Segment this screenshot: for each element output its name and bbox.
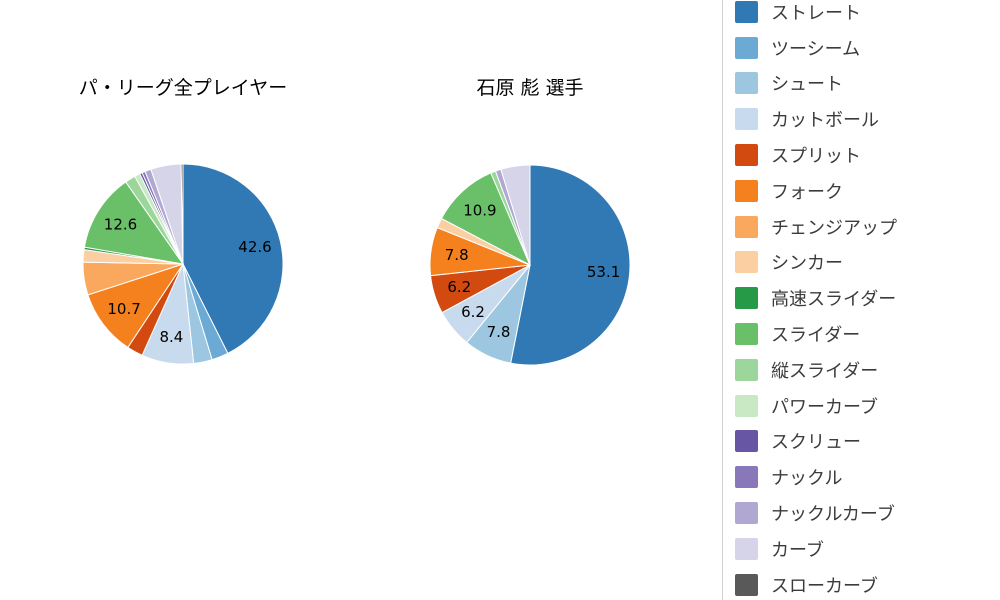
legend-item-label: スクリュー [771,432,861,454]
pie-slice [182,163,284,355]
legend-item-label: チェンジアップ [771,217,897,239]
legend-color-swatch [735,287,758,310]
legend-item-label: スローカーブ [771,575,878,597]
pie-slice-value-label: 53.1 [587,263,620,281]
legend-item: カーブ [723,531,1000,567]
pie-slice [87,263,185,349]
pie-slice-value-label: 6.2 [447,278,471,296]
legend-item: ナックル [723,459,1000,495]
legend-item-label: パワーカーブ [771,396,878,418]
legend-color-swatch [735,502,758,525]
legend-color-swatch [735,251,758,274]
pie-slice-value-label: 8.4 [159,328,183,346]
legend-color-swatch [735,358,758,381]
legend-item: シンカー [723,245,1000,281]
pie-slice [500,164,531,266]
legend-item: パワーカーブ [723,388,1000,424]
legend-color-swatch [735,215,758,238]
legend-item-label: カーブ [771,539,824,561]
legend-color-swatch [735,466,758,489]
legend-item: スライダー [723,316,1000,352]
legend-rows: ストレートツーシームシュートカットボール スプリットフォークチェンジアップ シンカー… [723,0,1000,600]
pie-slice-value-label: 7.8 [487,323,511,341]
legend-item-label: カットボール [771,110,879,132]
pie-slice-value-label: 10.7 [107,300,140,318]
chart-title-player-ishihara: 石原 彪 選手 [476,77,584,99]
pie-slice-value-label: 6.2 [461,303,485,321]
legend-color-swatch [735,394,758,417]
legend-item: 縦スライダー [723,352,1000,388]
legend-item: シュート [723,66,1000,102]
legend-item-label: フォーク [771,181,843,203]
pie-chart-player-ishihara: 53.17.86.26.27.810.9 [429,164,631,366]
legend-color-swatch [735,72,758,95]
legend-item-label: スプリット [771,146,861,168]
legend-item-label: ナックルカーブ [771,504,895,526]
legend-color-swatch [735,36,758,59]
legend-item-label: ナックル [771,468,843,490]
legend-item: スプリット [723,137,1000,173]
legend-color-swatch [735,537,758,560]
pie-slice-value-label: 12.6 [104,215,137,233]
legend-item-label: 高速スライダー [771,289,897,311]
pitch-type-legend: ストレートツーシームシュートカットボール スプリットフォークチェンジアップ シンカー… [722,0,1000,600]
legend-color-swatch [735,573,758,596]
legend-color-swatch [735,0,758,23]
legend-color-swatch [735,108,758,131]
pie-slice [510,164,631,366]
pie-slice-value-label: 10.9 [463,202,496,220]
legend-item-label: 縦スライダー [771,360,879,382]
legend-item-label: ストレート [771,2,861,24]
legend-color-swatch [735,179,758,202]
pie-slice-value-label: 7.8 [445,246,469,264]
legend-item-label: ツーシーム [771,38,861,60]
pie-slice [83,181,185,265]
legend-item-label: スライダー [771,325,861,347]
pie-slice-value-label: 42.6 [238,238,271,256]
chart-title-league-all-players: パ・リーグ全プレイヤー [78,77,288,99]
legend-item: チェンジアップ [723,209,1000,245]
pie-chart-league-all-players: 42.6 8.4 10.7 12.6 [82,163,284,365]
legend-color-swatch [735,323,758,346]
legend-color-swatch [735,144,758,167]
pie-slice [180,163,184,265]
legend-item: 高速スライダー [723,280,1000,316]
legend-item: カットボール [723,101,1000,137]
legend-color-swatch [735,430,758,453]
legend-item: スクリュー [723,424,1000,460]
pie-slice [440,172,532,267]
legend-item: ストレート [723,0,1000,30]
legend-item: ナックルカーブ [723,495,1000,531]
legend-item: スローカーブ [723,567,1000,600]
legend-item-label: シュート [771,74,843,96]
legend-item-label: シンカー [771,253,843,275]
legend-item: フォーク [723,173,1000,209]
legend-item: ツーシーム [723,30,1000,66]
